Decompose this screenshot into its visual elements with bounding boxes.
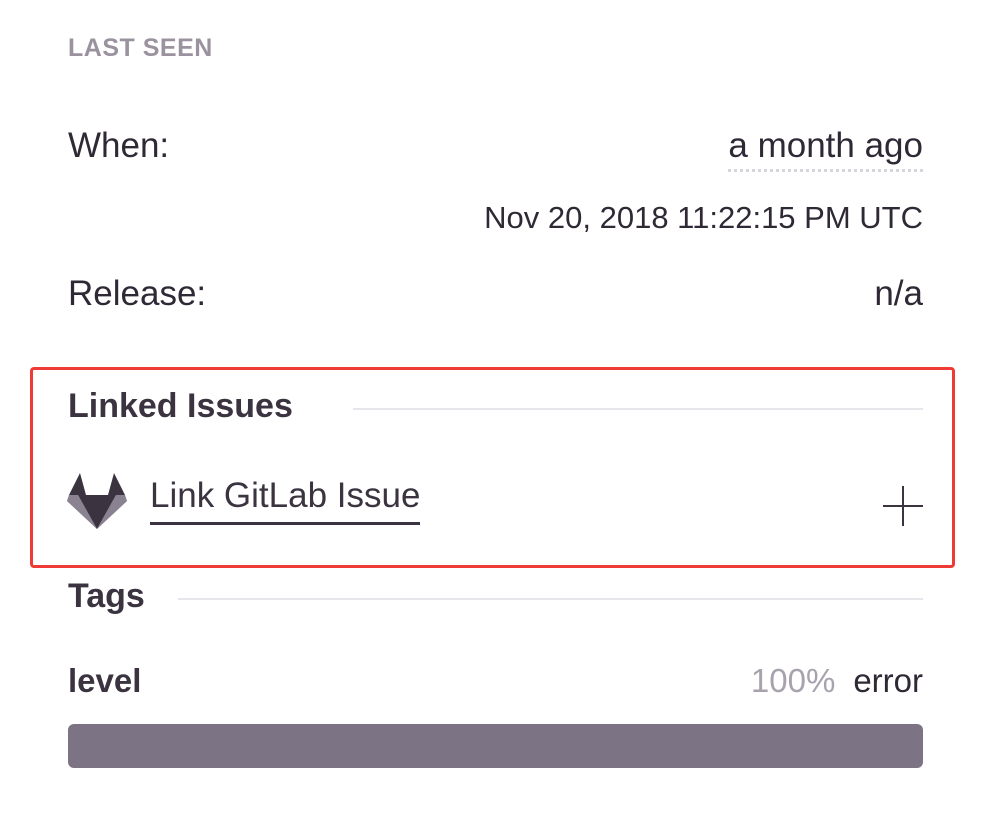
linked-issues-heading: Linked Issues	[68, 387, 293, 425]
gitlab-icon	[67, 473, 127, 529]
last-seen-section-label: LAST SEEN	[68, 34, 213, 62]
relative-time[interactable]: a month ago	[728, 126, 923, 172]
last-seen-timestamp: Nov 20, 2018 11:22:15 PM UTC	[484, 200, 923, 235]
tag-value: error	[853, 662, 923, 699]
tag-value-summary: 100% error	[751, 662, 923, 700]
when-value[interactable]: a month ago	[728, 126, 923, 172]
plus-icon[interactable]	[883, 486, 923, 526]
release-label: Release:	[68, 274, 207, 313]
tags-heading: Tags	[68, 577, 145, 615]
tag-percent: 100%	[750, 662, 836, 699]
tag-distribution-fill	[68, 724, 923, 768]
linked-issues-divider	[353, 408, 923, 410]
linked-issues-highlight	[30, 367, 955, 568]
tag-key: level	[68, 662, 142, 699]
link-gitlab-issue-link[interactable]: Link GitLab Issue	[150, 476, 421, 525]
tags-divider	[178, 598, 923, 600]
tag-distribution-bar[interactable]	[68, 724, 923, 768]
release-value: n/a	[874, 274, 923, 313]
when-label: When:	[68, 126, 170, 165]
